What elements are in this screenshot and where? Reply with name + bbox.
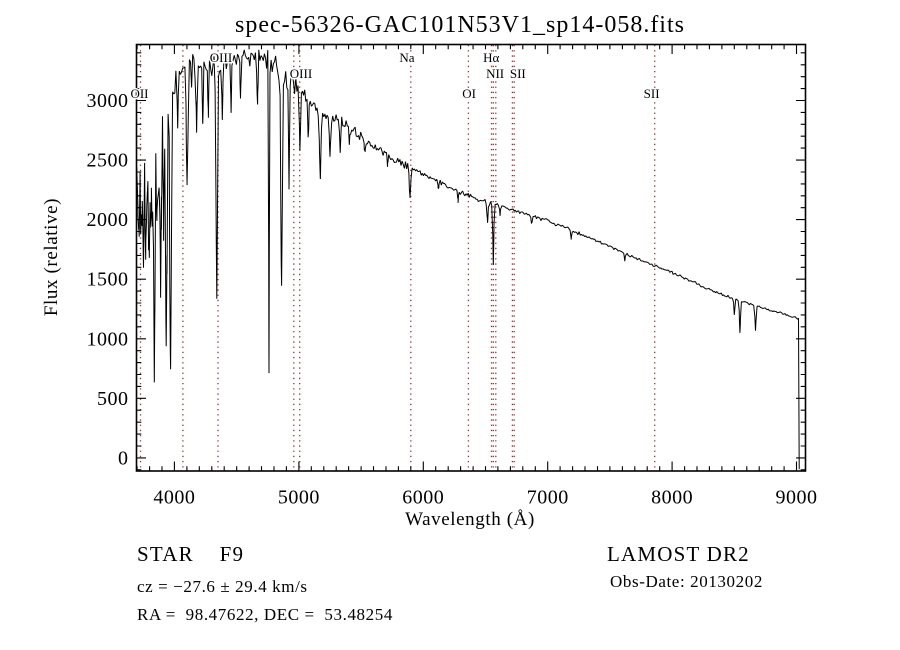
spectrum-curve — [136, 49, 800, 470]
axes-frame-and-ticks — [135, 43, 807, 472]
spectral-line-markers — [139, 45, 656, 471]
spectral-line-label: SII — [644, 86, 660, 101]
plot-title: spec-56326-GAC101N53V1_sp14-058.fits — [235, 12, 685, 38]
spectral-line-label: OIII — [210, 50, 232, 65]
spectral-line-label: OI — [462, 86, 476, 101]
x-tick-label: 8000 — [651, 487, 693, 509]
x-tick-label: 7000 — [527, 487, 569, 509]
axis-tick-labels: 4000 5000 6000 7000 8000 9000 0 500 1000 1500 2000… — [87, 90, 818, 509]
spectral-line-label: NII — [486, 66, 504, 81]
y-tick-label: 2500 — [87, 150, 129, 172]
radec-text: RA = 98.47622, DEC = 53.48254 — [137, 605, 393, 624]
spectral-line-label: OII — [130, 86, 148, 101]
plot-frame — [135, 43, 807, 472]
obs-date-text: Obs-Date: 20130202 — [610, 572, 763, 591]
spectral-line-label: OIII — [290, 66, 312, 81]
y-tick-label: 1500 — [87, 269, 129, 291]
y-tick-label: 0 — [118, 447, 129, 469]
y-tick-label: 3000 — [87, 90, 129, 112]
y-axis-title: Flux (relative) — [41, 198, 62, 316]
spectral-line-label: SII — [510, 66, 526, 81]
y-tick-label: 2000 — [87, 209, 129, 231]
x-tick-label: 6000 — [402, 487, 444, 509]
y-tick-label: 500 — [97, 388, 129, 410]
y-tick-label: 1000 — [87, 328, 129, 350]
x-axis-title: Wavelength (Å) — [405, 509, 535, 530]
cz-text: cz = −27.6 ± 29.4 km/s — [137, 577, 308, 596]
spectral-line-label: Hα — [483, 50, 499, 65]
x-tick-label: 4000 — [153, 487, 195, 509]
survey-text: LAMOST DR2 — [607, 542, 750, 566]
spectral-line-label: Na — [399, 50, 414, 65]
classification-text: STAR F9 — [137, 542, 244, 566]
x-tick-label: 5000 — [278, 487, 320, 509]
axis-ticks — [136, 44, 806, 471]
x-tick-label: 9000 — [776, 487, 818, 509]
